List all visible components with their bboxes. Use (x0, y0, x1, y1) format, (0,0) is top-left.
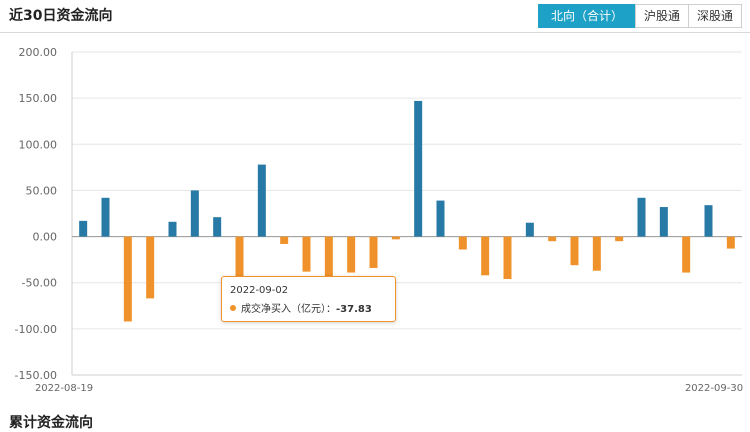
chart-tooltip: 2022-09-02 成交净买入（亿元）：-37.83 (221, 276, 396, 322)
section-title: 近30日资金流向 (9, 8, 113, 24)
bar (347, 236, 356, 273)
series-dot-icon (230, 305, 236, 311)
cumulative-flow-title: 累计资金流向 (9, 415, 93, 431)
tooltip-date: 2022-09-02 (230, 285, 289, 296)
bar (458, 236, 467, 250)
bar (682, 236, 691, 273)
bar (79, 220, 88, 237)
bar (726, 236, 735, 249)
bar (391, 236, 400, 240)
y-tick-label: -100.00 (15, 323, 57, 336)
y-tick-label: 150.00 (19, 92, 58, 105)
bar (436, 200, 445, 237)
bar (213, 217, 222, 237)
tooltip-value: -37.83 (336, 304, 372, 315)
tab-shanghai-connect[interactable]: 沪股通 (634, 4, 689, 28)
tooltip-row: 成交净买入（亿元）：-37.83 (230, 300, 372, 315)
y-tick-label: -50.00 (22, 277, 57, 290)
bar (280, 236, 289, 244)
y-tick-label: 0.00 (33, 231, 58, 244)
bar (101, 197, 110, 237)
bar (481, 236, 490, 276)
bar (146, 236, 155, 299)
bar (637, 197, 646, 237)
bar (235, 236, 244, 279)
bar (548, 236, 557, 242)
tooltip-series-label: 成交净买入（亿元）： (241, 304, 336, 315)
tab-shenzhen-connect[interactable]: 深股通 (687, 4, 742, 28)
section-header: 近30日资金流向 北向（合计） 沪股通 深股通 (0, 0, 750, 33)
market-tabs: 北向（合计） 沪股通 深股通 (537, 4, 742, 28)
bar (592, 236, 601, 271)
bar (503, 236, 512, 280)
bar (615, 236, 624, 242)
x-tick-label-start: 2022-08-19 (35, 383, 93, 394)
bar (525, 222, 534, 237)
bar (570, 236, 579, 266)
bar (257, 164, 266, 237)
bar (414, 100, 423, 237)
y-tick-label: 200.00 (19, 46, 58, 59)
bar (704, 205, 713, 237)
bar (168, 221, 177, 237)
bar (324, 236, 333, 279)
bar (302, 236, 311, 272)
x-tick-label-end: 2022-09-30 (685, 383, 743, 394)
y-tick-label: 50.00 (26, 184, 58, 197)
bar-chart: 200.00 150.00 100.00 50.00 0.00 -50.00 -100.00… (15, 46, 744, 394)
bar (369, 236, 378, 268)
bar (123, 236, 132, 322)
bar (190, 190, 199, 237)
y-tick-label: 100.00 (19, 138, 58, 151)
tab-northbound-total[interactable]: 北向（合计） (537, 4, 636, 28)
y-tick-label: -150.00 (15, 369, 57, 382)
bar (659, 207, 668, 237)
